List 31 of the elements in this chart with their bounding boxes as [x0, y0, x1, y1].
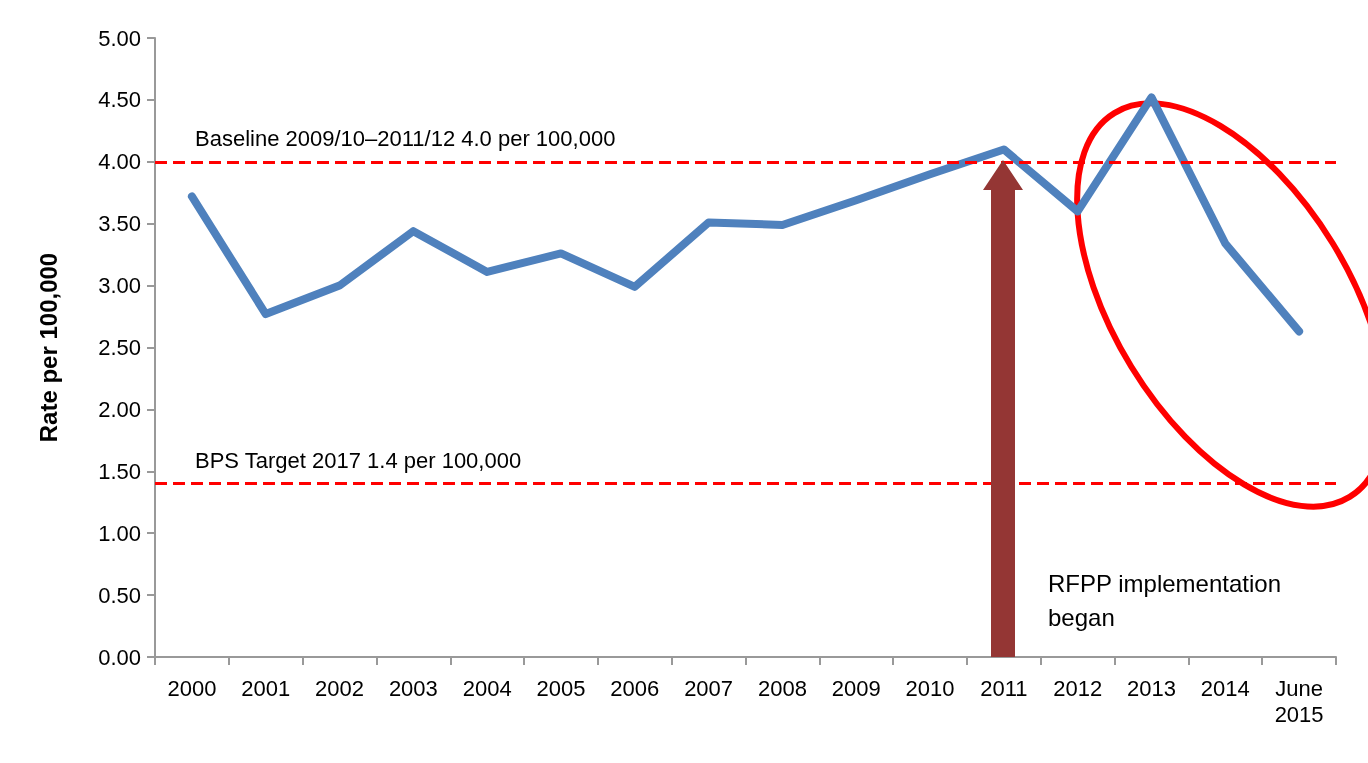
x-tick-label: 2010	[905, 675, 955, 701]
x-tick-label: 2012	[1053, 675, 1103, 701]
x-tick-label: 2001	[241, 675, 291, 701]
y-tick-label: 2.00	[98, 396, 141, 422]
x-tick-label: 2008	[757, 675, 807, 701]
y-axis-title: Rate per 100,000	[34, 252, 62, 443]
x-tick-label: 2005	[536, 675, 586, 701]
y-tick-label: 1.50	[98, 458, 141, 484]
y-tick-label: 3.50	[98, 211, 141, 237]
x-tick-label: 2004	[462, 675, 512, 701]
y-tick-label: 3.00	[98, 273, 141, 299]
y-tick-label: 0.50	[98, 582, 141, 608]
x-tick-label: 2006	[610, 675, 660, 701]
x-tick-label: June 2015	[1274, 675, 1324, 727]
x-tick-label: 2011	[980, 675, 1028, 701]
x-tick-label: 2000	[167, 675, 217, 701]
x-tick-label: 2007	[684, 675, 734, 701]
y-tick-label: 2.50	[98, 335, 141, 360]
x-tick-label: 2009	[831, 675, 881, 701]
y-tick-label: 1.00	[98, 520, 141, 546]
x-tick-label: 2003	[388, 675, 438, 701]
y-tick-label: 4.50	[98, 87, 141, 113]
x-tick-label: 2013	[1126, 675, 1176, 701]
x-tick-label: 2014	[1200, 675, 1250, 701]
annotation: RFPP implementation began	[1048, 569, 1281, 631]
y-tick-label: 5.00	[98, 25, 141, 51]
x-tick-label: 2002	[315, 675, 365, 701]
y-tick-label: 0.00	[98, 644, 141, 670]
ref-line-label: Baseline 2009/10–2011/12 4.0 per 100,000	[195, 126, 616, 152]
ref-line-label: BPS Target 2017 1.4 per 100,000	[195, 448, 522, 474]
y-tick-label: 4.00	[98, 149, 141, 175]
